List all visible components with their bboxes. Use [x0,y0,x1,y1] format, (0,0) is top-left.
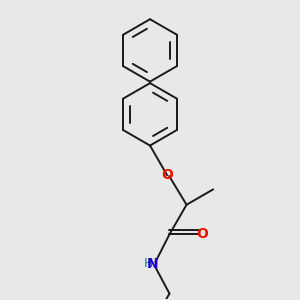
Text: N: N [147,257,159,271]
Text: O: O [196,227,208,241]
Text: H: H [144,257,153,270]
Text: O: O [161,168,173,182]
